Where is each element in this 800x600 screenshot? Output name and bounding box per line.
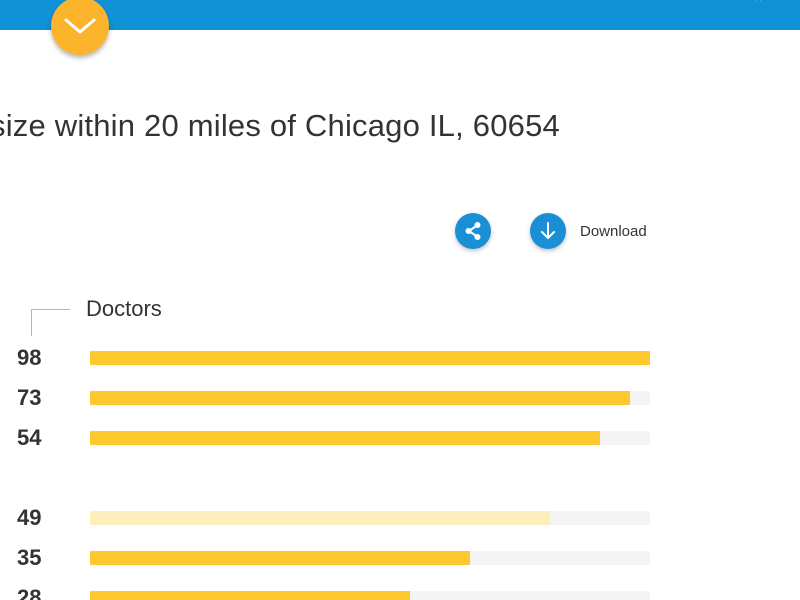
share-icon xyxy=(465,222,481,240)
bar-track xyxy=(90,511,650,525)
chevron-down-icon xyxy=(64,18,96,34)
row-value: 35 xyxy=(17,545,42,570)
table-row: 98 xyxy=(0,345,660,371)
table-row: 28 xyxy=(0,585,660,600)
table-row: 54 xyxy=(0,425,660,451)
table-row: 35 xyxy=(0,545,660,571)
row-value: 98 xyxy=(17,345,42,370)
table-row: 73 xyxy=(0,385,660,411)
bar-fill xyxy=(90,351,650,365)
column-bracket xyxy=(31,309,70,336)
bar-track xyxy=(90,551,650,565)
bar-track xyxy=(90,591,650,600)
row-value: 49 xyxy=(17,505,42,530)
page-title: size within 20 miles of Chicago IL, 6065… xyxy=(0,108,560,143)
bar-track xyxy=(90,351,650,365)
close-icon[interactable]: × xyxy=(754,0,762,4)
bar-fill xyxy=(90,391,630,405)
download-circle xyxy=(530,213,566,249)
table-row: 49 xyxy=(0,505,660,531)
bar-fill xyxy=(90,511,550,525)
share-button[interactable] xyxy=(455,213,491,249)
bar-fill xyxy=(90,431,601,445)
row-value: 28 xyxy=(17,585,42,600)
collapse-button[interactable] xyxy=(51,0,109,55)
download-icon xyxy=(541,222,555,239)
bar-track xyxy=(90,391,650,405)
row-value: 73 xyxy=(17,385,42,410)
bar-track xyxy=(90,431,650,445)
download-button[interactable]: Download xyxy=(530,213,647,249)
column-label: Doctors xyxy=(86,296,162,321)
bar-fill xyxy=(90,551,470,565)
row-value: 54 xyxy=(17,425,42,450)
bar-fill xyxy=(90,591,410,600)
top-bar: × xyxy=(0,0,800,30)
download-label: Download xyxy=(580,222,647,240)
